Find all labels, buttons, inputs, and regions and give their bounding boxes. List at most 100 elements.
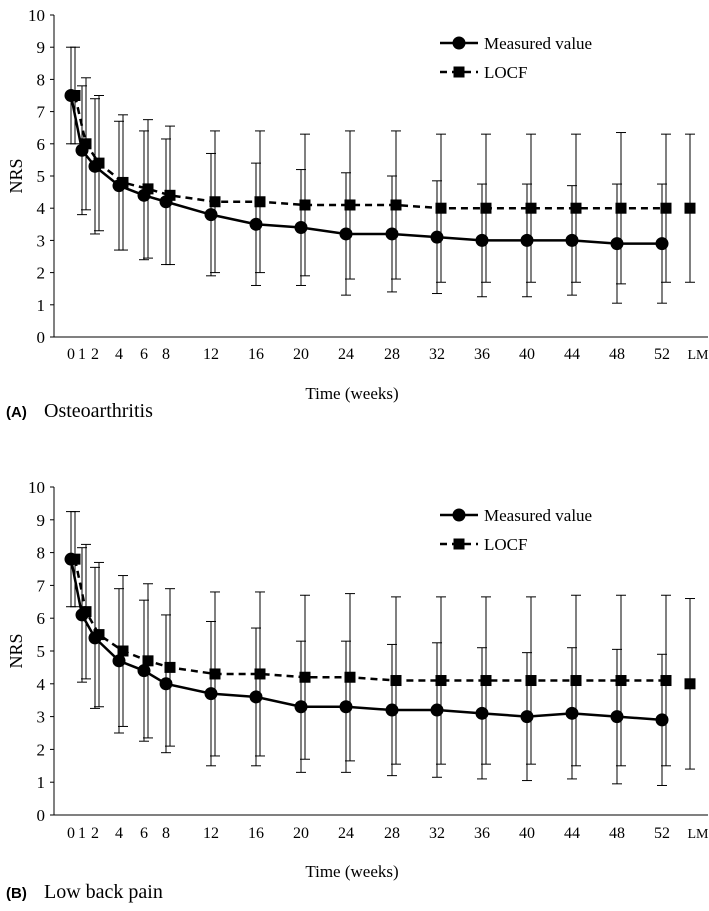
legend-label-locf: LOCF xyxy=(484,535,527,554)
y-tick-label: 4 xyxy=(37,199,46,218)
y-tick-label: 3 xyxy=(37,231,46,250)
x-tick-label: 36 xyxy=(474,825,490,842)
y-tick-label: 0 xyxy=(37,328,46,347)
y-tick-label: 2 xyxy=(37,264,46,283)
x-tick-label: 48 xyxy=(609,825,625,842)
data-point-circle xyxy=(137,664,151,678)
data-point-square xyxy=(69,90,81,101)
data-point-circle xyxy=(385,703,399,717)
data-point-circle xyxy=(204,687,218,701)
data-point-square xyxy=(69,553,81,565)
data-point-circle xyxy=(159,677,173,691)
y-tick-label: 1 xyxy=(37,296,46,315)
legend-label-measured: Measured value xyxy=(484,34,592,53)
x-tick-label: 1 xyxy=(78,825,86,842)
data-point-circle xyxy=(610,710,624,724)
y-tick-label: 9 xyxy=(37,38,46,57)
data-point-square xyxy=(117,176,129,188)
data-point-square xyxy=(615,202,627,214)
data-point-square xyxy=(344,671,356,683)
x-tick-label: 52 xyxy=(654,825,670,842)
series-measured-value xyxy=(64,511,669,786)
data-point-circle xyxy=(610,237,624,251)
x-tick-label: 6 xyxy=(140,346,148,363)
data-point-square xyxy=(164,189,176,201)
data-point-square xyxy=(525,202,537,214)
data-point-circle xyxy=(430,703,444,717)
data-point-circle xyxy=(249,690,263,704)
x-tick-label: 28 xyxy=(384,825,400,842)
data-point-square xyxy=(615,675,627,687)
data-point-square xyxy=(570,202,582,214)
data-point-square xyxy=(254,196,266,208)
data-point-circle xyxy=(339,700,353,714)
data-point-circle xyxy=(294,221,308,235)
legend-marker-circle xyxy=(452,508,466,522)
x-tick-label: 2 xyxy=(91,346,99,363)
x-tick-label: LM xyxy=(688,348,709,363)
data-point-square xyxy=(299,671,311,683)
data-point-circle xyxy=(385,227,399,241)
x-tick-label: 8 xyxy=(162,346,170,363)
x-tick-label: 0 xyxy=(67,346,75,363)
y-axis-label: NRS xyxy=(6,158,26,193)
data-point-square xyxy=(344,199,356,211)
legend-marker-square xyxy=(453,538,465,550)
data-point-circle xyxy=(655,237,669,251)
x-tick-label: 20 xyxy=(293,825,309,842)
x-tick-label: 24 xyxy=(338,346,354,363)
data-point-square xyxy=(660,202,672,214)
y-tick-label: 10 xyxy=(28,6,45,25)
x-tick-label: 52 xyxy=(654,346,670,363)
x-tick-label: 44 xyxy=(564,346,580,363)
panel-letter: (B) xyxy=(6,885,27,902)
data-point-circle xyxy=(339,227,353,241)
legend-label-measured: Measured value xyxy=(484,506,592,525)
data-point-square xyxy=(435,675,447,687)
data-point-circle xyxy=(520,710,534,724)
data-point-square xyxy=(684,202,696,214)
y-tick-label: 9 xyxy=(37,511,46,530)
legend-marker-square xyxy=(453,66,465,78)
series-locf xyxy=(69,46,696,285)
data-point-square xyxy=(480,202,492,214)
data-point-square xyxy=(80,138,92,150)
x-tick-label: 28 xyxy=(384,346,400,363)
x-tick-label: 20 xyxy=(293,346,309,363)
y-tick-label: 6 xyxy=(37,135,46,154)
data-point-square xyxy=(525,675,537,687)
x-tick-label: 6 xyxy=(140,825,148,842)
y-tick-label: 4 xyxy=(37,675,46,694)
series-locf xyxy=(69,511,696,770)
panel-title: Low back pain xyxy=(44,881,163,903)
data-point-circle xyxy=(249,217,263,231)
data-point-square xyxy=(390,675,402,687)
data-point-square xyxy=(390,199,402,211)
data-point-square xyxy=(209,668,221,680)
data-point-square xyxy=(684,678,696,690)
data-point-circle xyxy=(475,706,489,720)
x-tick-label: 36 xyxy=(474,346,490,363)
data-point-square xyxy=(660,675,672,687)
x-tick-label: 1 xyxy=(78,346,86,363)
panel-letter: (A) xyxy=(6,404,27,421)
data-point-square xyxy=(164,661,176,673)
data-point-square xyxy=(142,655,154,667)
x-tick-label: 40 xyxy=(519,825,535,842)
x-tick-label: 32 xyxy=(429,825,445,842)
y-tick-label: 0 xyxy=(37,806,46,825)
y-tick-label: 8 xyxy=(37,70,46,89)
y-tick-label: 7 xyxy=(37,576,46,595)
x-tick-label: 48 xyxy=(609,346,625,363)
y-tick-label: 1 xyxy=(37,773,46,792)
x-tick-label: 8 xyxy=(162,825,170,842)
data-point-square xyxy=(480,675,492,687)
x-tick-label: 44 xyxy=(564,825,580,842)
data-point-circle xyxy=(294,700,308,714)
data-point-square xyxy=(93,157,105,169)
data-point-square xyxy=(93,629,105,641)
series-line xyxy=(73,558,666,682)
